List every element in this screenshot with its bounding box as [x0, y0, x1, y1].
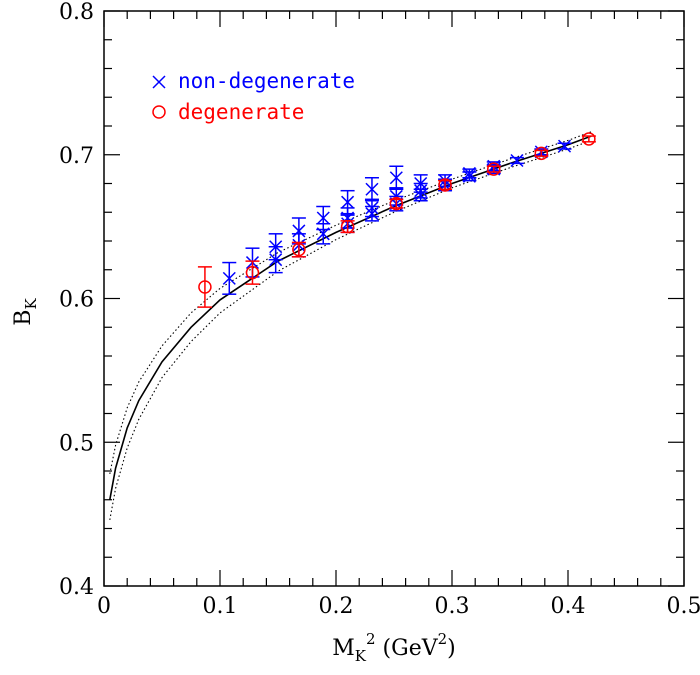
degenerate-point: [486, 162, 501, 176]
degenerate-point: [340, 219, 355, 234]
non-degenerate-point: [222, 261, 237, 295]
cross-marker: [510, 153, 524, 168]
cross-marker: [222, 271, 236, 285]
legend-marker-cross-icon: [152, 75, 166, 89]
degenerate-point: [534, 146, 549, 161]
circle-marker: [438, 178, 452, 192]
tick-labels: 0 0.1 0.2 0.3 0.4 0.5 0.4 0.5 0.6 0.7 0.8: [59, 0, 700, 619]
degenerate-point: [291, 241, 306, 258]
non-degenerate-point: [557, 139, 572, 153]
circle-marker: [340, 219, 355, 234]
x-tick-label: 0.4: [551, 594, 586, 619]
x-tick-label: 0.1: [203, 594, 238, 619]
circle-marker: [487, 162, 501, 176]
degenerate-point: [197, 266, 212, 308]
cross-marker: [389, 189, 403, 203]
cross-marker: [292, 224, 306, 238]
cross-marker: [365, 201, 379, 215]
axis-ticks: [103, 10, 685, 587]
legend-label-non-degenerate: non-degenerate: [178, 69, 355, 93]
y-tick-label: 0.8: [59, 0, 94, 25]
cross-marker: [341, 195, 355, 209]
cross-marker: [389, 171, 403, 185]
legend-marker-circle-icon: [152, 105, 166, 119]
x-tick-label: 0.3: [435, 594, 470, 619]
degenerate-point: [581, 132, 596, 146]
y-tick-label: 0.7: [59, 144, 94, 169]
cross-marker: [365, 182, 379, 196]
y-tick-label: 0.6: [59, 288, 94, 313]
cross-marker: [414, 176, 428, 191]
cross-marker: [316, 211, 330, 225]
cross-marker: [269, 240, 283, 254]
circle-marker: [198, 280, 212, 294]
y-tick-label: 0.4: [59, 575, 94, 600]
degenerate-point: [389, 196, 404, 211]
x-tick-label: 0.5: [667, 594, 700, 619]
non-degenerate-point: [462, 166, 477, 180]
legend-label-degenerate: degenerate: [178, 100, 304, 124]
non-degenerate-point: [364, 198, 379, 218]
x-tick-label: 0.2: [319, 594, 354, 619]
non-degenerate-point: [364, 177, 379, 202]
circle-marker: [245, 265, 260, 280]
legend: non-degenerate degenerate: [152, 69, 355, 124]
x-axis-title: MK2 (GeV2): [332, 630, 456, 665]
cross-marker: [557, 139, 572, 153]
circle-marker: [582, 132, 596, 146]
circle-marker: [534, 146, 549, 161]
non-degenerate-point: [509, 153, 524, 168]
non-degenerate-point: [340, 189, 355, 215]
degenerate-point: [438, 178, 453, 192]
circle-marker: [292, 242, 306, 257]
x-tick-label: 0: [97, 594, 111, 619]
y-tick-label: 0.5: [59, 431, 94, 456]
non-degenerate-point: [316, 205, 331, 231]
circle-marker: [389, 196, 404, 211]
non-degenerate-point: [268, 233, 283, 261]
degenerate-point: [245, 260, 260, 285]
non-degenerate-point: [389, 165, 404, 190]
fit-error-band: [109, 131, 592, 475]
cross-marker: [462, 166, 476, 180]
y-axis-title: BK: [11, 298, 40, 326]
data-points: [197, 132, 596, 308]
non-degenerate-point: [413, 174, 428, 193]
